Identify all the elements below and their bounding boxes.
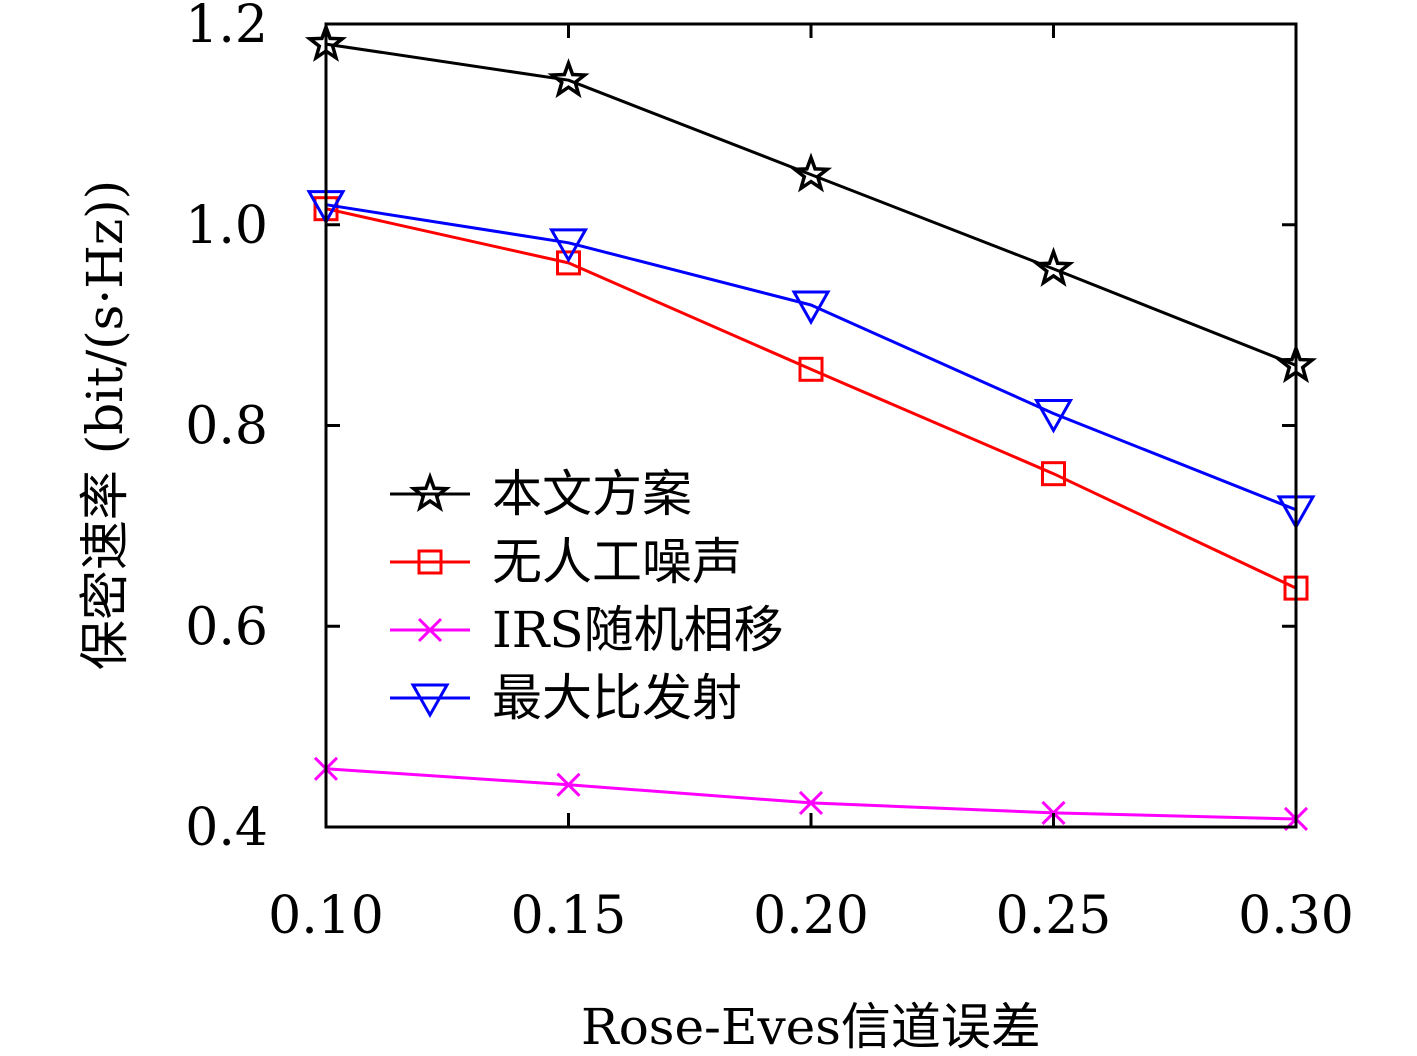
legend-marker (410, 683, 450, 719)
data-point-s1-4 (1032, 246, 1075, 287)
x-axis-title: Rose-Eves信道误差 (581, 998, 1041, 1056)
plot-marks (304, 21, 1318, 832)
data-point-s4-3 (791, 290, 831, 326)
series-line-4 (325, 203, 1297, 512)
legend-marker (417, 549, 443, 575)
axis-ticks: 0.4 0.6 0.8 1.0 1.2 0.10 0.15 0.20 0.25 0.30 (185, 0, 1354, 946)
x-tick-label: 0.25 (996, 886, 1112, 946)
y-tick-label: 1.0 (185, 196, 268, 256)
plot-frame (324, 22, 1298, 829)
y-axis-title: 保密速率 (bit/(s·Hz)) (76, 180, 134, 670)
x-tick-label: 0.30 (1238, 886, 1354, 946)
y-tick-label: 0.8 (185, 397, 268, 457)
series-line-1 (325, 42, 1297, 367)
data-point-s3-2 (556, 772, 581, 797)
data-point-s3-3 (798, 790, 824, 815)
y-tick-label: 0.6 (185, 597, 268, 657)
data-point-s3-4 (1041, 800, 1066, 826)
data-point-s4-2 (548, 228, 589, 263)
y-tick-label: 0.4 (185, 798, 268, 858)
series-1 (304, 21, 1318, 384)
series-2 (313, 196, 1309, 601)
x-tick-label: 0.10 (268, 886, 384, 946)
legend-item-4: 最大比发射 (390, 669, 742, 727)
legend-marker (408, 471, 452, 512)
data-point-s1-2 (547, 58, 590, 99)
data-point-s2-3 (798, 356, 824, 382)
legend-item-1: 本文方案 (390, 465, 692, 523)
data-point-s4-4 (1033, 398, 1074, 434)
series-line-3 (325, 767, 1297, 821)
legend-item-2: 无人工噪声 (390, 533, 742, 591)
legend-label: 本文方案 (492, 465, 692, 523)
y-tick-label: 1.2 (185, 0, 268, 55)
legend-item-3: IRS随机相移 (390, 601, 784, 659)
legend-label: IRS随机相移 (492, 601, 784, 659)
data-point-s1-3 (789, 152, 833, 193)
data-point-s2-4 (1041, 461, 1066, 487)
x-tick-label: 0.15 (511, 886, 627, 946)
legend-label: 无人工噪声 (492, 533, 742, 591)
x-tick-label: 0.20 (753, 886, 869, 946)
data-point-s2-2 (556, 250, 581, 276)
legend-marker (417, 617, 443, 643)
series-line-2 (325, 207, 1297, 590)
legend-label: 最大比发射 (492, 669, 742, 727)
